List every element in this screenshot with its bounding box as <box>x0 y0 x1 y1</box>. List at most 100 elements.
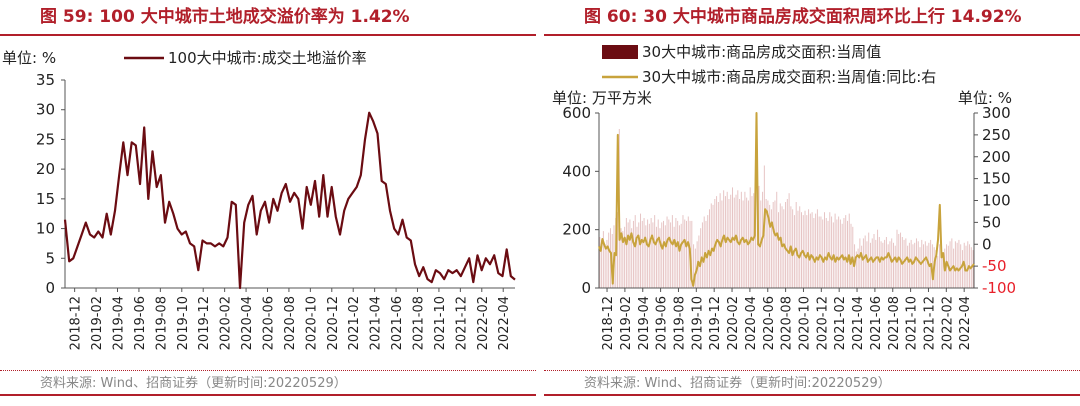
title-rule <box>544 34 1080 36</box>
y-right-tick-label: 50 <box>982 213 1001 231</box>
x-tick-label: 2020-08 <box>780 296 795 350</box>
y-right-tick-label: 250 <box>982 126 1011 144</box>
bar <box>735 194 737 288</box>
bar <box>861 245 863 288</box>
x-tick-label: 2021-12 <box>922 296 937 350</box>
x-tick-label: 2022-04 <box>958 296 973 350</box>
bar <box>838 216 840 288</box>
bar <box>923 244 925 289</box>
source-note: 资料来源: Wind、招商证券（更新时间:20220529） <box>584 376 891 391</box>
bar <box>937 255 939 288</box>
unit-left-label: 单位: 万平方米 <box>552 89 652 107</box>
bar <box>643 218 645 288</box>
bar <box>965 245 967 288</box>
bar <box>655 226 657 289</box>
bar <box>799 206 801 288</box>
bar <box>599 237 601 288</box>
bar <box>829 212 831 288</box>
bar <box>786 199 788 288</box>
y-left-tick-label: 0 <box>581 279 591 297</box>
legend-label-line: 30大中城市:商品房成交面积:当周值:同比:右 <box>642 68 936 86</box>
x-tick-label: 2022-02 <box>476 296 491 350</box>
bar <box>926 245 928 288</box>
bar <box>834 213 836 288</box>
bar <box>961 250 963 288</box>
y-right-tick-label: 200 <box>982 148 1011 166</box>
bar <box>877 229 879 288</box>
bar <box>940 251 942 288</box>
bar <box>884 239 886 288</box>
bar <box>908 242 910 288</box>
bar <box>755 197 756 288</box>
bar <box>668 219 670 288</box>
footer-divider <box>0 370 536 371</box>
bar <box>889 241 891 288</box>
bar <box>645 225 647 288</box>
bar <box>903 239 905 288</box>
x-tick-label: 2019-06 <box>655 296 670 350</box>
bar <box>910 239 912 288</box>
figure-60-panel: 图 60: 30 大中城市商品房成交面积周环比上行 14.92% 30大中城市:… <box>544 0 1080 406</box>
bar <box>898 234 900 288</box>
title-rule <box>0 34 536 36</box>
bar <box>891 238 893 288</box>
bar <box>767 200 769 288</box>
source-note: 资料来源: Wind、招商证券（更新时间:20220529） <box>40 376 347 391</box>
x-tick-label: 2020-08 <box>283 296 298 350</box>
bar <box>680 223 682 288</box>
y-right-tick-label: 100 <box>982 192 1011 210</box>
bar <box>880 241 882 288</box>
bar <box>866 241 868 288</box>
x-tick-label: 2019-02 <box>90 296 105 350</box>
bar <box>795 202 797 288</box>
bar <box>682 215 684 288</box>
bar <box>811 212 813 288</box>
bar <box>608 232 610 288</box>
x-tick-label: 2021-08 <box>412 296 427 350</box>
bar <box>654 215 656 288</box>
y-left-tick-label: 600 <box>562 104 591 122</box>
y-right-tick-label: -100 <box>982 279 1016 297</box>
bar <box>871 238 873 288</box>
bar <box>892 242 894 288</box>
bar <box>808 209 810 289</box>
x-tick-label: 2021-10 <box>905 296 920 350</box>
bar <box>804 210 806 288</box>
bar <box>972 250 974 288</box>
bar <box>820 216 822 288</box>
y-right-tick-label: 0 <box>982 235 992 253</box>
bar <box>824 212 825 288</box>
bar <box>712 204 714 288</box>
x-tick-label: 2019-04 <box>112 296 127 350</box>
figure-title: 图 60: 30 大中城市商品房成交面积周环比上行 14.92% <box>584 7 1022 27</box>
bar <box>847 220 848 288</box>
y-tick-label: 25 <box>36 130 55 148</box>
x-tick-label: 2019-08 <box>672 296 687 350</box>
bar <box>885 237 887 288</box>
bar <box>783 209 785 289</box>
bar <box>938 244 940 289</box>
bar <box>601 239 603 288</box>
bar <box>641 220 643 288</box>
bar <box>673 226 675 289</box>
bar <box>850 223 852 288</box>
x-tick-label: 2021-06 <box>869 296 884 350</box>
bar <box>617 212 619 288</box>
bar <box>836 219 838 288</box>
bar <box>912 244 914 289</box>
bar <box>625 218 627 288</box>
bar <box>967 241 969 288</box>
x-tick-label: 2020-10 <box>304 296 319 350</box>
bar <box>896 229 898 288</box>
x-tick-label: 2019-12 <box>708 296 723 350</box>
x-tick-label: 2020-02 <box>726 296 741 350</box>
bar <box>894 245 896 288</box>
bar <box>675 218 677 288</box>
land-premium-line-chart: 单位: % 100大中城市:成交土地溢价率 0 5 10 15 20 25 30 35 2018-1… <box>2 49 516 350</box>
bar <box>797 210 799 288</box>
bar <box>749 187 751 288</box>
bar <box>776 191 778 289</box>
x-tick-label: 2020-06 <box>762 296 777 350</box>
y-tick-label: 15 <box>36 190 55 208</box>
x-tick-label: 2019-02 <box>619 296 634 350</box>
